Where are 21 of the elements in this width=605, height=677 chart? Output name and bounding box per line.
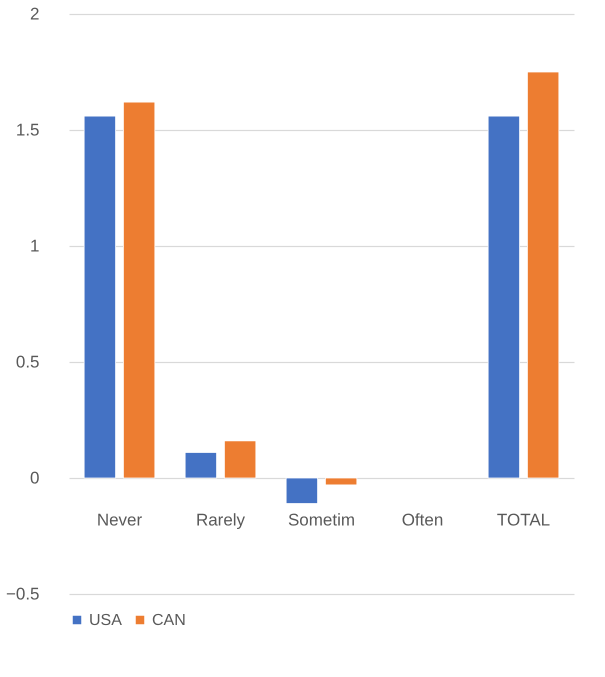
bar: [488, 116, 520, 478]
y-tick-label: 0: [30, 468, 40, 488]
y-tick-label: −0.5: [6, 584, 40, 604]
y-tick-label: 2: [30, 4, 40, 24]
x-tick-label: Sometim: [288, 510, 356, 530]
bar: [325, 478, 358, 486]
legend-label: USA: [89, 612, 122, 629]
x-tick-label: TOTAL: [496, 510, 550, 530]
y-tick-label: 1: [30, 236, 40, 256]
x-tick-label: Never: [96, 510, 143, 530]
bar: [184, 452, 217, 478]
bar: [527, 72, 560, 478]
bar: [84, 116, 116, 478]
x-tick-label: Often: [402, 510, 444, 530]
bar: [224, 440, 256, 478]
y-tick-label: 1.5: [16, 120, 40, 140]
y-tick-label: 0.5: [16, 352, 40, 372]
bar: [286, 478, 318, 504]
bar: [123, 102, 156, 478]
x-tick-label: Rarely: [196, 510, 246, 530]
legend-label: CAN: [152, 612, 186, 629]
